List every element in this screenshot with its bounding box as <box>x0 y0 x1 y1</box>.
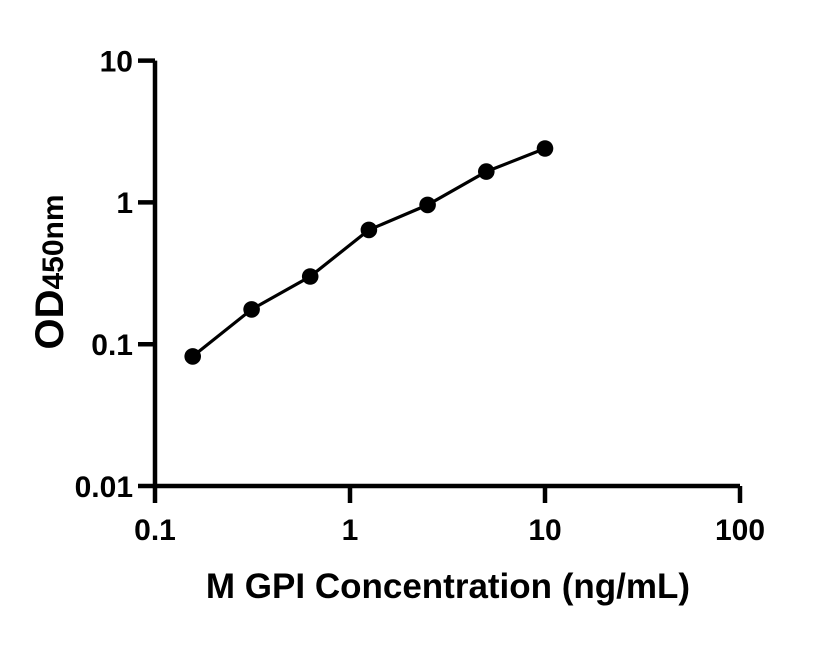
data-point <box>184 348 201 365</box>
series-line <box>191 147 546 358</box>
axis-frame <box>152 60 740 489</box>
y-axis-title-subscript: 450nm <box>37 194 70 289</box>
x-tick-label: 1 <box>342 514 359 547</box>
data-point <box>301 268 319 285</box>
y-tick-label: 0.01 <box>75 471 133 504</box>
y-axis-title-main: OD <box>28 290 72 350</box>
axis-ticks <box>138 58 743 503</box>
data-point <box>243 301 260 318</box>
y-tick-label: 0.1 <box>91 329 133 362</box>
data-point <box>478 163 495 180</box>
data-point <box>419 196 436 214</box>
y-axis-title: OD450nm <box>28 194 72 349</box>
y-tick-label: 10 <box>100 45 133 78</box>
series-points <box>184 140 554 365</box>
data-point <box>360 221 378 239</box>
y-tick-label: 1 <box>116 187 133 220</box>
x-tick-label: 10 <box>528 514 561 547</box>
x-tick-label: 0.1 <box>134 514 176 547</box>
data-point <box>536 140 554 157</box>
x-tick-label: 100 <box>715 514 765 547</box>
x-axis-title: M GPI Concentration (ng/mL) <box>206 567 690 606</box>
